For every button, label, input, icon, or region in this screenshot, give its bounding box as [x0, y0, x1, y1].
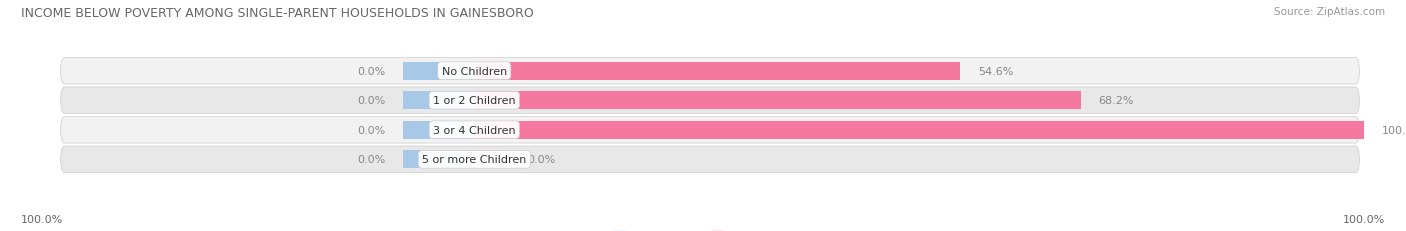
Text: 5 or more Children: 5 or more Children [422, 155, 526, 164]
Bar [404, 121, 474, 139]
Text: Source: ZipAtlas.com: Source: ZipAtlas.com [1274, 7, 1385, 17]
Text: 0.0%: 0.0% [357, 96, 385, 106]
Bar [474, 92, 1081, 110]
Bar [404, 92, 474, 110]
Text: 100.0%: 100.0% [1382, 125, 1406, 135]
Bar [404, 150, 474, 169]
FancyBboxPatch shape [60, 146, 1360, 173]
Text: 54.6%: 54.6% [977, 67, 1014, 76]
Bar [474, 121, 1364, 139]
Bar [404, 62, 474, 81]
FancyBboxPatch shape [60, 117, 1360, 143]
FancyBboxPatch shape [60, 88, 1360, 114]
FancyBboxPatch shape [60, 58, 1360, 85]
Text: 1 or 2 Children: 1 or 2 Children [433, 96, 516, 106]
Text: 0.0%: 0.0% [527, 155, 555, 164]
Text: 3 or 4 Children: 3 or 4 Children [433, 125, 516, 135]
Bar [474, 150, 510, 169]
Text: INCOME BELOW POVERTY AMONG SINGLE-PARENT HOUSEHOLDS IN GAINESBORO: INCOME BELOW POVERTY AMONG SINGLE-PARENT… [21, 7, 534, 20]
Legend: Single Father, Single Mother: Single Father, Single Mother [609, 227, 811, 231]
Bar [474, 62, 960, 81]
Text: 0.0%: 0.0% [357, 125, 385, 135]
Text: No Children: No Children [441, 67, 508, 76]
Text: 68.2%: 68.2% [1098, 96, 1135, 106]
Text: 0.0%: 0.0% [357, 155, 385, 164]
Text: 0.0%: 0.0% [357, 67, 385, 76]
Text: 100.0%: 100.0% [21, 214, 63, 224]
Text: 100.0%: 100.0% [1343, 214, 1385, 224]
